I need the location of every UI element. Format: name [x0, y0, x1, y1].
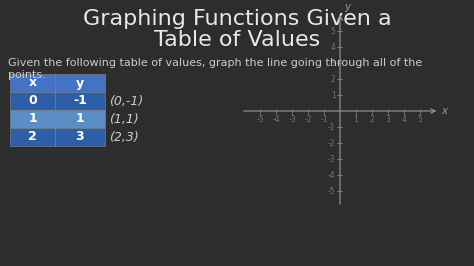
Text: 5: 5: [331, 27, 336, 35]
Bar: [55, 128, 105, 146]
Text: (2,3): (2,3): [109, 131, 139, 143]
Text: -2: -2: [328, 139, 336, 148]
Text: -3: -3: [288, 115, 296, 124]
Text: (1,1): (1,1): [109, 113, 139, 126]
Text: -5: -5: [256, 115, 264, 124]
Text: 1: 1: [354, 115, 358, 124]
Text: 1: 1: [331, 90, 336, 99]
Text: 4: 4: [401, 115, 406, 124]
Text: 0: 0: [28, 94, 37, 107]
Text: y: y: [76, 77, 84, 89]
Text: Given the following table of values, graph the line going through all of the
poi: Given the following table of values, gra…: [8, 58, 422, 80]
Text: Graphing Functions Given a: Graphing Functions Given a: [82, 9, 392, 29]
Text: 3: 3: [331, 59, 336, 68]
Text: 1: 1: [76, 113, 84, 126]
Text: (0,-1): (0,-1): [109, 94, 143, 107]
Bar: [10, 110, 55, 128]
Text: 4: 4: [331, 43, 336, 52]
Text: Table of Values: Table of Values: [154, 30, 320, 50]
Text: 3: 3: [76, 131, 84, 143]
Text: 2: 2: [331, 74, 336, 84]
Text: y: y: [344, 2, 350, 12]
Bar: [10, 92, 55, 110]
Text: 2: 2: [28, 131, 37, 143]
Text: x: x: [441, 106, 447, 116]
Text: -5: -5: [328, 186, 336, 196]
Bar: [55, 92, 105, 110]
Text: -4: -4: [328, 171, 336, 180]
Text: 1: 1: [28, 113, 37, 126]
Text: -1: -1: [320, 115, 328, 124]
Bar: [10, 74, 55, 92]
Text: 3: 3: [385, 115, 391, 124]
Bar: [55, 110, 105, 128]
Text: -2: -2: [304, 115, 312, 124]
Bar: [10, 128, 55, 146]
Text: -1: -1: [73, 94, 87, 107]
Text: -1: -1: [328, 123, 336, 131]
Text: -3: -3: [328, 155, 336, 164]
Text: -4: -4: [272, 115, 280, 124]
Text: x: x: [28, 77, 36, 89]
Text: 2: 2: [370, 115, 374, 124]
Text: 5: 5: [418, 115, 422, 124]
Bar: [55, 74, 105, 92]
